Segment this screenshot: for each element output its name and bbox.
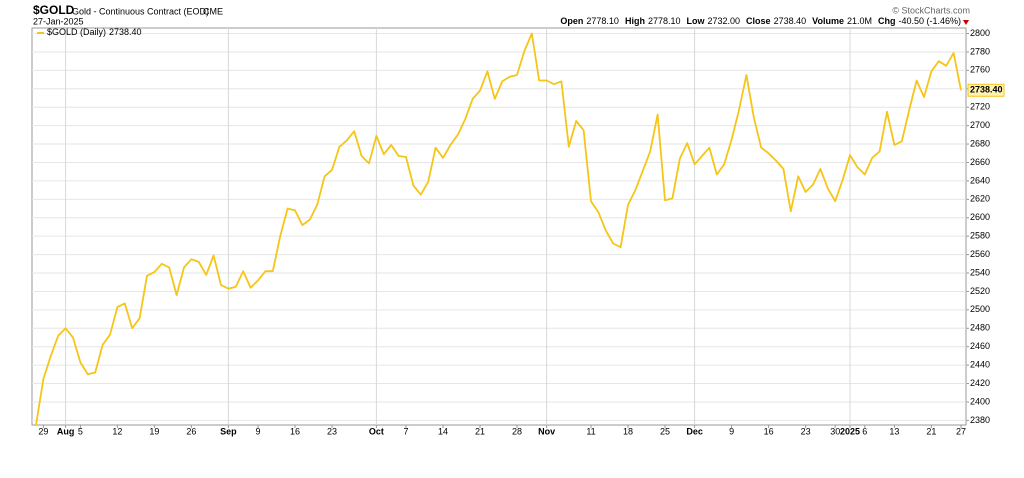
x-tick-label: Dec bbox=[686, 426, 703, 436]
y-tick-label: 2600 bbox=[970, 212, 990, 222]
quote-label: Low bbox=[687, 16, 706, 26]
x-tick-label: Sep bbox=[220, 426, 237, 436]
x-tick-label: 21 bbox=[926, 426, 936, 436]
price-line bbox=[35, 32, 962, 426]
x-tick-label: 23 bbox=[801, 426, 811, 436]
quote-value: 2732.00 bbox=[708, 16, 741, 26]
x-tick-label: 11 bbox=[586, 426, 595, 436]
quote-value: 2778.10 bbox=[586, 16, 619, 26]
x-tick-label: 12 bbox=[112, 426, 122, 436]
y-tick-label: 2800 bbox=[970, 28, 990, 38]
x-tick-label: Nov bbox=[538, 426, 555, 436]
x-tick-label: 13 bbox=[889, 426, 899, 436]
legend: $GOLD (Daily) 2738.40 bbox=[47, 27, 142, 37]
x-tick-label: 16 bbox=[290, 426, 300, 436]
y-tick-label: 2400 bbox=[970, 396, 990, 406]
y-tick-label: 2420 bbox=[970, 378, 990, 388]
quote-label: Volume bbox=[812, 16, 844, 26]
y-tick-label: 2480 bbox=[970, 323, 990, 333]
y-tick-label: 2660 bbox=[970, 157, 990, 167]
x-tick-label: 16 bbox=[764, 426, 774, 436]
last-value-box bbox=[967, 83, 1005, 97]
x-tick-label: 30 bbox=[830, 426, 840, 436]
x-tick-label: 18 bbox=[623, 426, 633, 436]
x-tick-label: 26 bbox=[186, 426, 196, 436]
plot-frame bbox=[31, 27, 967, 426]
y-tick-label: 2440 bbox=[970, 360, 990, 370]
quote-value: 2738.40 bbox=[774, 16, 807, 26]
y-tick-label: 2720 bbox=[970, 102, 990, 112]
y-tick-label: 2580 bbox=[970, 231, 990, 241]
quote-label: Chg bbox=[878, 16, 896, 26]
last-value-label: 2738.40 bbox=[970, 85, 1003, 95]
x-tick-label: Aug bbox=[57, 426, 75, 436]
x-tick-label: 27 bbox=[956, 426, 966, 436]
exchange: CME bbox=[203, 6, 223, 16]
x-tick-label: 25 bbox=[660, 426, 670, 436]
y-tick-label: 2540 bbox=[970, 267, 990, 277]
copyright: © StockCharts.com bbox=[892, 5, 970, 15]
y-tick-label: 2620 bbox=[970, 194, 990, 204]
y-tick-label: 2680 bbox=[970, 138, 990, 148]
down-arrow bbox=[963, 20, 969, 25]
y-tick-label: 2380 bbox=[970, 415, 990, 425]
x-tick-label: 29 bbox=[38, 426, 48, 436]
x-tick-label: 7 bbox=[403, 426, 408, 436]
x-tick-label: 5 bbox=[78, 426, 83, 436]
quote-label: Open bbox=[560, 16, 583, 26]
quote-value: 21.0M bbox=[847, 16, 872, 26]
x-tick-label: 9 bbox=[729, 426, 734, 436]
legend-name: $GOLD (Daily) bbox=[47, 27, 106, 37]
y-tick-label: 2780 bbox=[970, 46, 990, 56]
x-tick-label: 2025 bbox=[840, 426, 860, 436]
quote-label: High bbox=[625, 16, 645, 26]
y-tick-label: 2640 bbox=[970, 175, 990, 185]
date: 27-Jan-2025 bbox=[33, 16, 84, 26]
quote-line: Open 2778.10 High 2778.10 Low 2732.00 Close 273… bbox=[560, 16, 961, 26]
quote-label: Close bbox=[746, 16, 771, 26]
x-tick-label: 6 bbox=[862, 426, 867, 436]
y-tick-label: 2460 bbox=[970, 341, 990, 351]
y-tick-label: 2500 bbox=[970, 304, 990, 314]
x-tick-label: 19 bbox=[149, 426, 159, 436]
x-tick-label: Oct bbox=[369, 426, 384, 436]
legend-value: 2738.40 bbox=[109, 27, 142, 37]
y-tick-label: 2760 bbox=[970, 65, 990, 75]
y-tick-label: 2560 bbox=[970, 249, 990, 259]
y-tick-label: 2700 bbox=[970, 120, 990, 130]
x-tick-label: 28 bbox=[512, 426, 522, 436]
x-tick-label: 14 bbox=[438, 426, 448, 436]
quote-value: -40.50 (-1.46%) bbox=[898, 16, 961, 26]
instrument-name: Gold - Continuous Contract (EOD) bbox=[72, 6, 209, 16]
y-tick-label: 2520 bbox=[970, 286, 990, 296]
x-tick-label: 21 bbox=[475, 426, 485, 436]
symbol: $GOLD bbox=[33, 3, 75, 17]
quote-value: 2778.10 bbox=[648, 16, 681, 26]
x-tick-label: 23 bbox=[327, 426, 337, 436]
x-tick-label: 9 bbox=[255, 426, 260, 436]
